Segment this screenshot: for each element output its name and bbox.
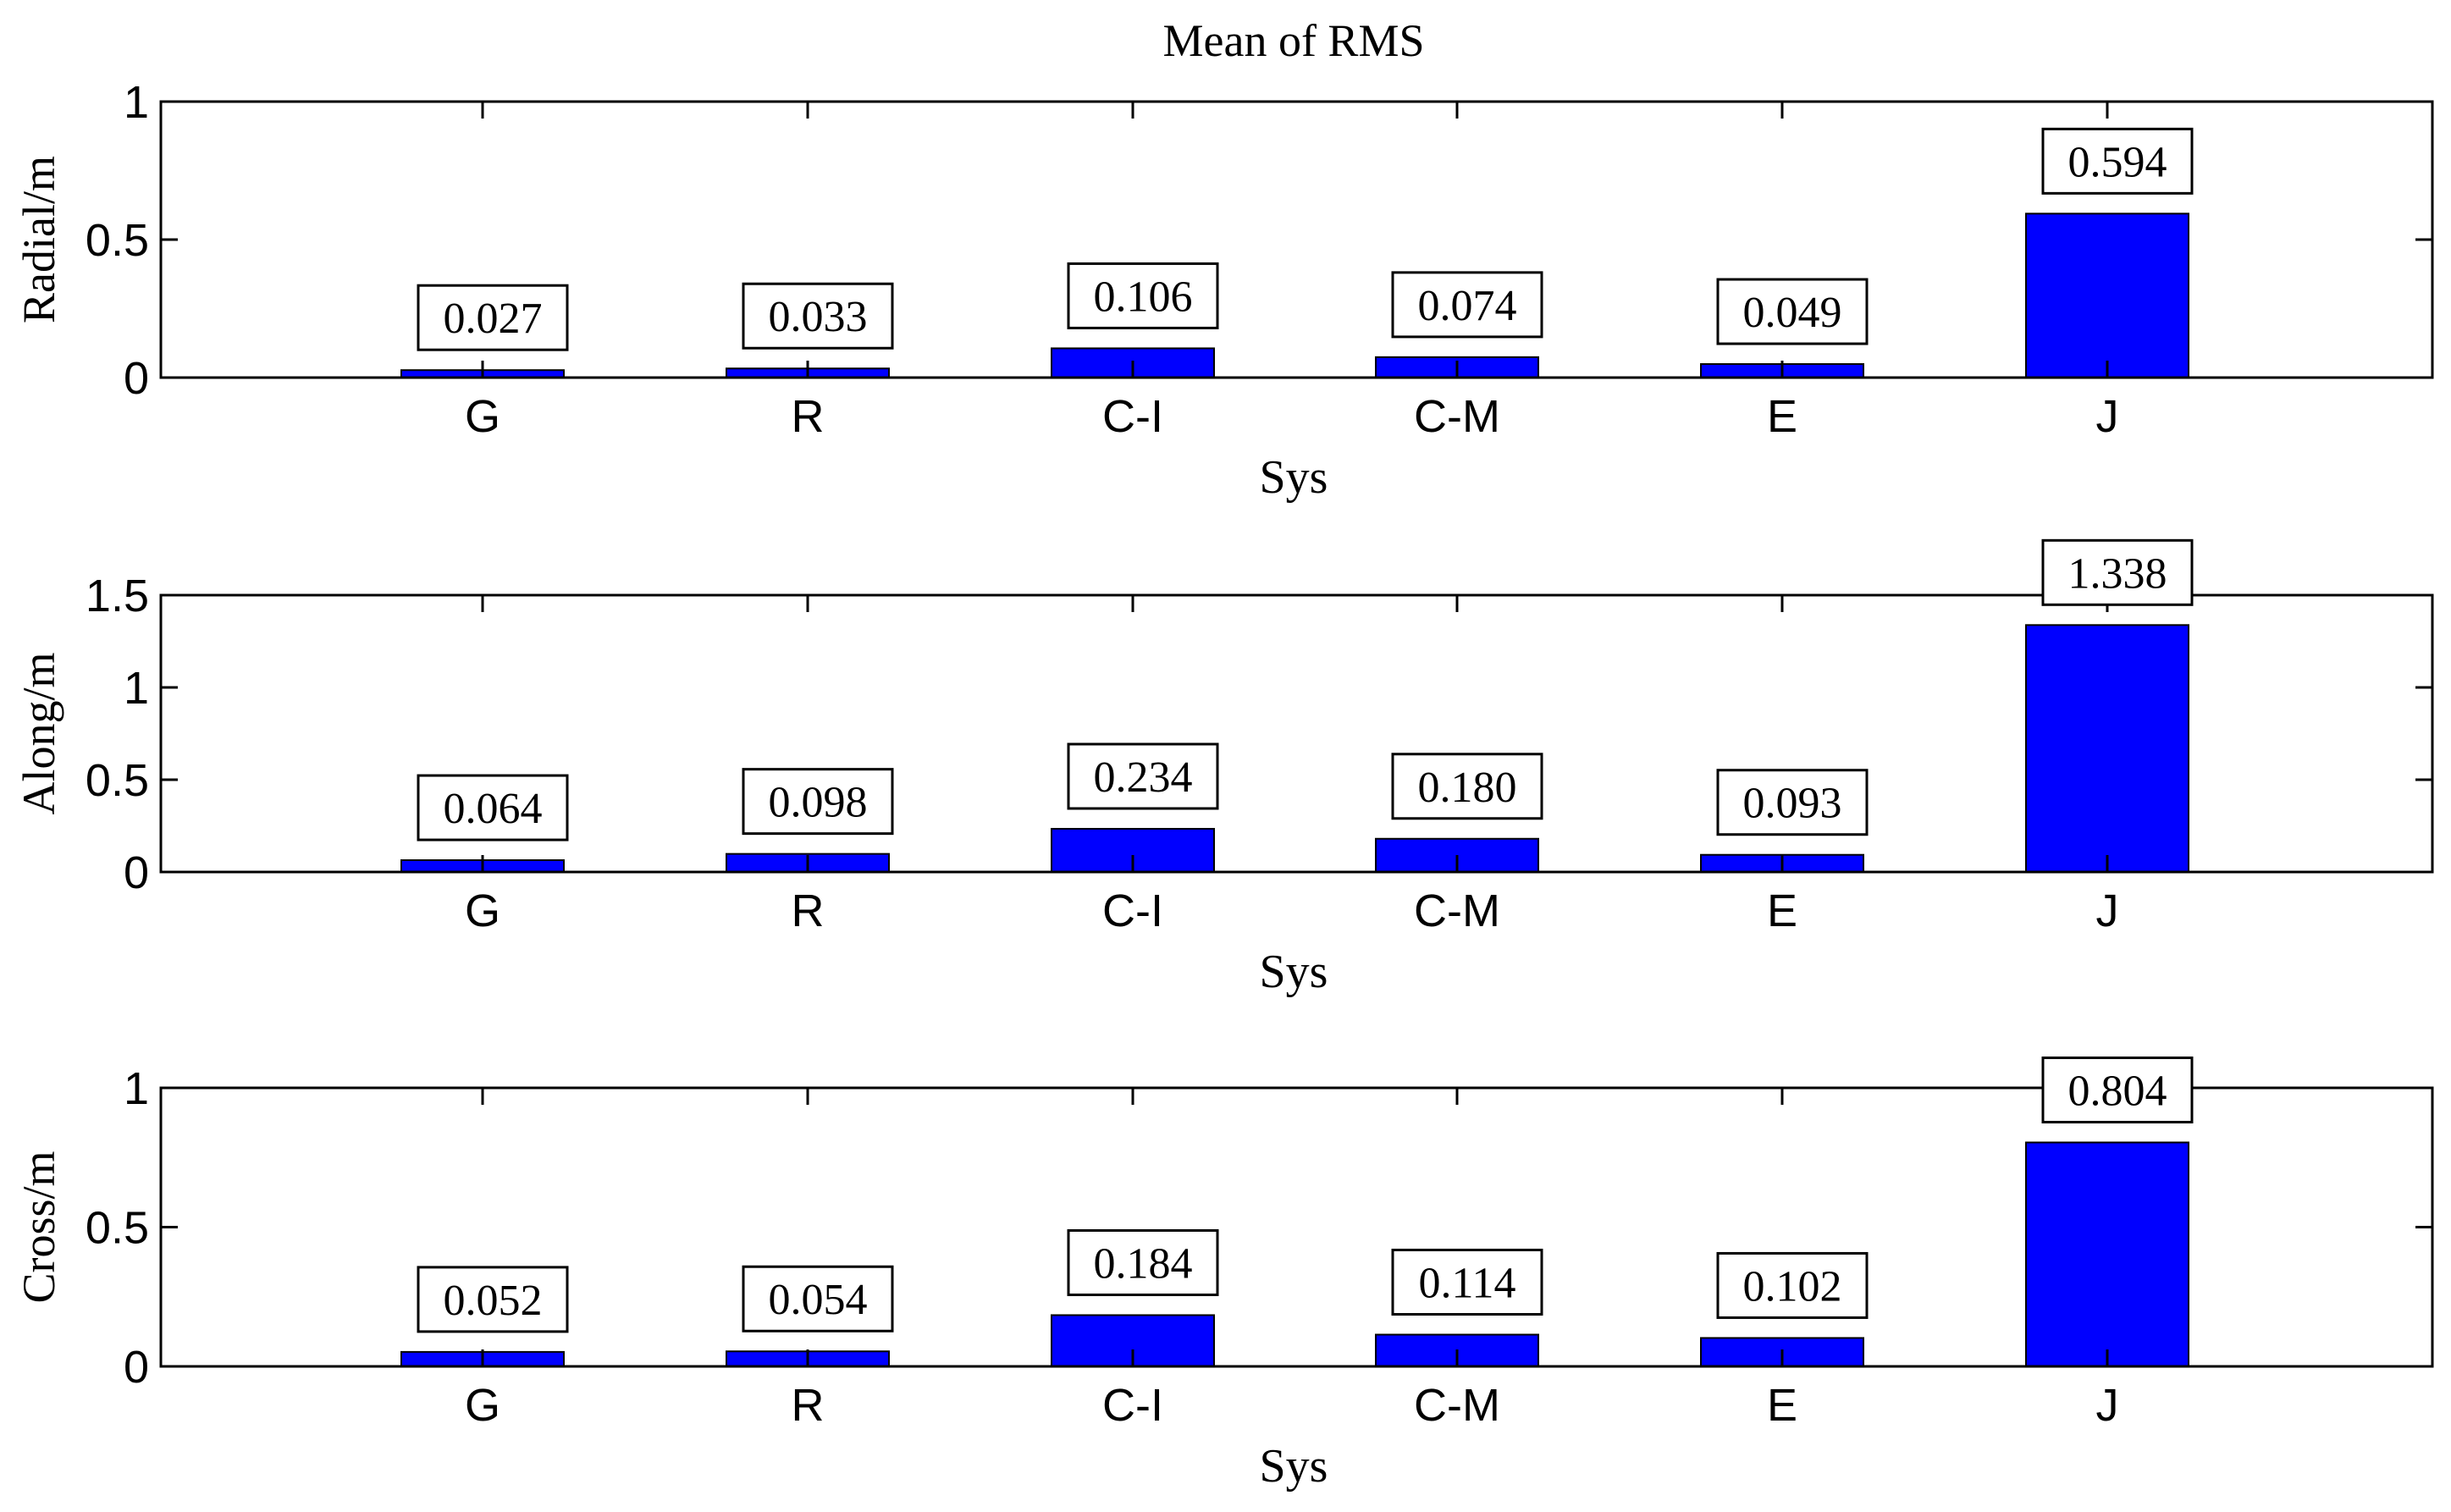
y-tick-label: 0.5: [86, 215, 149, 266]
bar-j: [2025, 1141, 2189, 1367]
subplot-panels: G R C-I C-M E J 0 0.5 1 Sys Radial/m 0.027 0.033 0.10…: [14, 77, 2434, 1493]
bar-j: [2025, 624, 2189, 873]
data-label-box: [742, 1265, 894, 1333]
bar-j: [2025, 212, 2189, 378]
y-tick-label: 0: [124, 353, 149, 404]
x-tick-label: C-I: [1102, 1380, 1163, 1431]
x-axis-label: Sys: [1260, 451, 1328, 504]
data-label-box: [1067, 1228, 1219, 1296]
y-axis-label: Radial/m: [14, 156, 64, 323]
x-tick-label: J: [2096, 1380, 2119, 1431]
y-tick-label: 1: [124, 663, 149, 714]
y-axis-label: Along/m: [14, 652, 64, 814]
data-label: 0.098: [769, 779, 868, 827]
data-label: 0.093: [1743, 780, 1842, 828]
data-label: 0.180: [1418, 764, 1517, 812]
data-label: 0.106: [1094, 273, 1193, 321]
subplot-0: G R C-I C-M E J 0 0.5 1 Sys Radial/m 0.027 0.033 0.10…: [14, 77, 2434, 504]
y-tick-label: 0.5: [86, 1203, 149, 1254]
y-axis-label: Cross/m: [14, 1151, 64, 1303]
axes-box: [159, 593, 2434, 874]
data-label-box: [1716, 769, 1869, 836]
data-label: 0.804: [2068, 1067, 2167, 1115]
data-label-box: [1067, 262, 1219, 329]
x-axis-label: Sys: [1260, 946, 1328, 998]
data-label: 0.074: [1418, 282, 1517, 330]
data-label-box: [1716, 1251, 1869, 1319]
data-label-box: [417, 1266, 569, 1333]
x-tick-label: E: [1767, 1380, 1797, 1431]
x-tick-label: R: [792, 391, 825, 442]
data-label: 0.102: [1743, 1262, 1842, 1311]
y-tick-label: 1.5: [86, 571, 149, 621]
data-label-box: [1391, 271, 1543, 339]
x-tick-label: C-M: [1414, 1380, 1500, 1431]
x-tick-label: C-I: [1102, 886, 1163, 936]
x-tick-label: E: [1767, 886, 1797, 936]
subplot-1: G R C-I C-M E J 0 0.5 1 1.5 Sys Along/m 0.064 0.098 0.…: [14, 538, 2434, 998]
data-label-box: [417, 284, 569, 351]
data-label-box: [1391, 753, 1543, 820]
data-label-box: [1716, 278, 1869, 345]
y-tick-label: 1: [124, 1063, 149, 1114]
x-tick-label: J: [2096, 886, 2119, 936]
data-label-box: [417, 774, 569, 842]
y-tick-label: 0: [124, 847, 149, 898]
x-tick-label: C-I: [1102, 391, 1163, 442]
x-tick-label: C-M: [1414, 886, 1500, 936]
subplot-2: G R C-I C-M E J 0 0.5 1 Sys Cross/m 0.052 0.054 0.184…: [14, 1056, 2434, 1493]
data-label-box: [1391, 1248, 1543, 1316]
x-tick-label: E: [1767, 391, 1797, 442]
x-tick-label: G: [465, 391, 500, 442]
x-tick-label: G: [465, 1380, 500, 1431]
data-label: 0.033: [769, 293, 868, 341]
data-label: 0.052: [444, 1277, 543, 1325]
data-label: 0.234: [1094, 753, 1193, 802]
y-tick-label: 0: [124, 1342, 149, 1393]
data-label: 0.064: [444, 785, 543, 833]
x-tick-label: R: [792, 886, 825, 936]
y-tick-label: 0.5: [86, 755, 149, 806]
data-label: 0.114: [1418, 1259, 1515, 1307]
data-label-box: [2041, 538, 2194, 606]
data-label-box: [742, 282, 894, 350]
data-label-box: [2041, 1056, 2194, 1123]
data-label-box: [1067, 742, 1219, 810]
x-axis-label: Sys: [1260, 1440, 1328, 1493]
data-label-box: [2041, 127, 2194, 195]
data-label: 0.049: [1743, 289, 1842, 337]
data-label: 0.054: [769, 1276, 868, 1324]
data-label: 0.594: [2068, 138, 2167, 186]
x-tick-label: G: [465, 886, 500, 936]
y-tick-label: 1: [124, 77, 149, 128]
data-label: 0.027: [444, 295, 543, 343]
x-tick-label: R: [792, 1380, 825, 1431]
data-label: 0.184: [1094, 1239, 1193, 1288]
x-tick-label: C-M: [1414, 391, 1500, 442]
x-tick-label: J: [2096, 391, 2119, 442]
chart-title: Mean of RMS: [1163, 15, 1425, 66]
data-label-box: [742, 768, 894, 836]
data-label: 1.338: [2068, 549, 2167, 598]
